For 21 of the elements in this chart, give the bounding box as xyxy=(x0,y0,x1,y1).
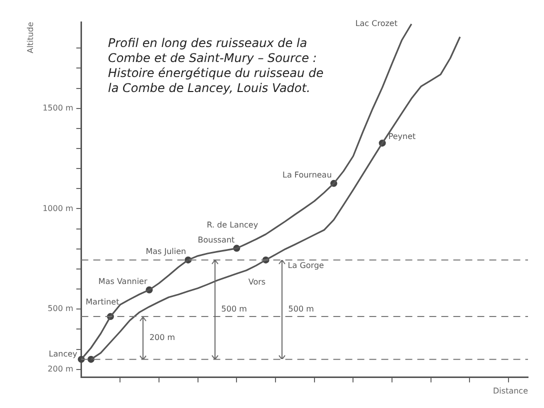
text: Lancey xyxy=(48,349,78,358)
y-tick-label: 500 m xyxy=(48,304,74,314)
annotation: Mas Julien xyxy=(146,247,186,256)
y-axis-title: Altitude xyxy=(26,22,35,54)
annotation: La Gorge xyxy=(288,261,324,270)
y-tick-label: 1500 m xyxy=(42,103,74,112)
annotation: Lac Crozet xyxy=(355,19,398,28)
series-label: Vors xyxy=(248,277,266,286)
annotation: 500 m xyxy=(221,304,248,314)
series-label: R. de Lancey xyxy=(206,220,258,230)
y-tick-label: 200 m xyxy=(48,364,74,374)
annotation: 200 m xyxy=(149,333,176,342)
x-axis-title: Distance xyxy=(493,386,528,396)
text: Profil en long des ruisseaux de la Combe et de Saint-Mury – Source : Histoire énergétique du ruisseau de la Combe de Lancey, Louis Vadot. xyxy=(108,36,328,96)
annotation: Martinet xyxy=(86,298,120,307)
y-tick-label: 1000 m xyxy=(42,204,74,213)
annotation: La Fourneau xyxy=(282,170,332,180)
annotation: 500 m xyxy=(288,304,314,314)
annotation: Boussant xyxy=(198,235,235,244)
annotation: Peynet xyxy=(388,132,416,142)
annotation: Mas Vannier xyxy=(98,276,148,286)
